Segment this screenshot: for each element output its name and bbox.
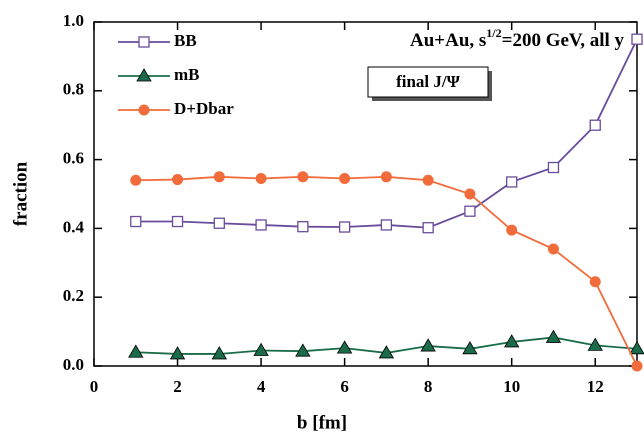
marker — [464, 205, 476, 217]
legend-marker — [136, 68, 152, 82]
y-tick-label: 0.2 — [63, 286, 84, 305]
marker — [380, 171, 392, 183]
x-tick-label: 2 — [173, 377, 182, 396]
marker — [547, 243, 559, 255]
marker — [171, 215, 184, 228]
marker — [213, 217, 225, 229]
marker — [589, 276, 601, 288]
y-tick-label: 0.8 — [63, 80, 84, 99]
marker — [128, 344, 144, 358]
marker — [506, 224, 518, 236]
marker — [547, 161, 560, 174]
x-tick-label: 10 — [503, 377, 520, 396]
marker — [297, 221, 309, 233]
marker — [211, 346, 228, 360]
marker — [589, 119, 601, 131]
marker — [338, 221, 351, 233]
x-tick-label: 4 — [257, 377, 266, 396]
y-tick-label: 0.6 — [63, 149, 84, 168]
marker — [295, 343, 311, 357]
x-tick-label: 12 — [587, 377, 604, 396]
marker — [422, 174, 434, 186]
y-tick-label: 0.0 — [63, 355, 84, 374]
plot-frame — [93, 21, 638, 367]
legend-label: mB — [174, 65, 200, 84]
marker — [130, 174, 142, 186]
marker — [420, 338, 436, 352]
marker — [631, 360, 643, 372]
y-tick-label: 1.0 — [63, 11, 84, 30]
marker — [255, 173, 267, 185]
marker — [169, 346, 186, 360]
marker — [587, 337, 603, 351]
box — [367, 66, 489, 98]
x-tick-label: 6 — [340, 377, 349, 396]
legend-label: BB — [174, 31, 197, 50]
marker — [462, 341, 478, 355]
marker — [378, 345, 395, 359]
marker — [631, 33, 643, 45]
x-tick-label: 8 — [424, 377, 433, 396]
y-axis-label: fraction — [10, 161, 31, 226]
annotation-part: 1/2 — [486, 26, 501, 40]
annotation-part: =200 GeV, all y — [502, 30, 625, 51]
marker — [506, 176, 518, 188]
legend-label: D+Dbar — [174, 99, 234, 118]
marker — [380, 219, 393, 231]
marker — [545, 329, 562, 343]
marker — [336, 340, 353, 354]
legend-marker — [138, 104, 150, 116]
legend-marker — [138, 36, 150, 48]
box-label: final J/Ψ — [396, 72, 461, 91]
marker — [629, 341, 644, 355]
marker — [255, 219, 267, 231]
marker — [297, 171, 309, 183]
series-line — [135, 175, 638, 367]
annotation: Au+Au, s1/2=200 GeV, all y — [410, 26, 625, 52]
marker — [213, 171, 225, 183]
x-axis-label: b [fm] — [297, 412, 347, 433]
marker — [130, 215, 142, 228]
marker — [464, 188, 476, 200]
annotation-part: Au+Au, s — [410, 30, 486, 51]
marker — [339, 173, 351, 185]
marker — [503, 334, 520, 348]
marker — [172, 174, 184, 186]
marker — [422, 222, 434, 234]
y-tick-label: 0.4 — [63, 217, 85, 236]
marker — [253, 342, 269, 356]
x-tick-label: 0 — [90, 377, 99, 396]
